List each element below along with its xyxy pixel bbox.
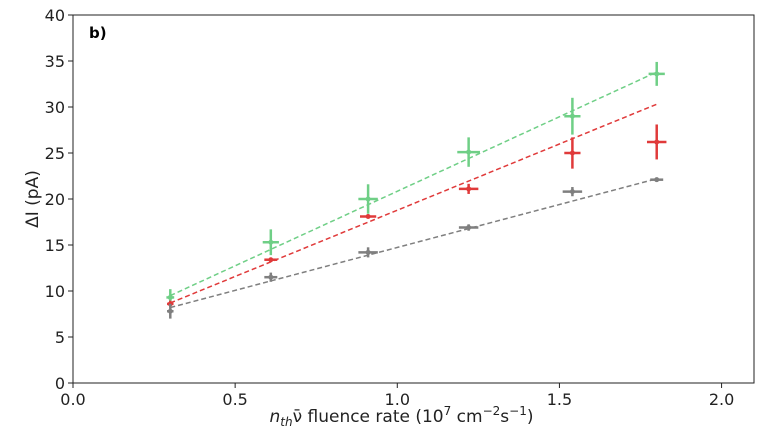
marker <box>268 257 274 263</box>
y-axis-label: ΔI (pA) <box>23 170 43 228</box>
data-point <box>648 61 665 86</box>
marker <box>365 249 371 255</box>
data-point <box>358 184 378 214</box>
x-tick-label: 2.0 <box>709 390 734 409</box>
data-point <box>564 97 581 135</box>
y-tick-label: 0 <box>55 374 65 393</box>
x-axis-label: nthν̄ fluence rate (107 cm−2s−1) <box>270 404 534 429</box>
data-point <box>646 124 667 160</box>
x-axis-label-s: s <box>500 407 509 427</box>
marker <box>569 150 575 156</box>
y-tick-label: 25 <box>45 144 65 163</box>
x-axis-ticks: 0.0 0.5 1.0 1.5 2.0 <box>60 383 734 409</box>
y-tick-label: 20 <box>45 190 65 209</box>
marker <box>654 177 660 183</box>
plot-frame <box>72 14 755 384</box>
x-axis-label-exp-cm: −2 <box>483 404 501 418</box>
data-point <box>564 137 581 169</box>
marker <box>268 274 274 280</box>
y-tick-label: 5 <box>55 328 65 347</box>
data-point <box>264 272 278 282</box>
data-point <box>458 224 479 231</box>
x-tick-label: 1.5 <box>547 390 572 409</box>
y-tick-label: 30 <box>45 98 65 117</box>
x-axis-label-rest: fluence rate (10 <box>302 407 444 427</box>
x-axis-label-exp7: 7 <box>444 404 452 418</box>
x-axis-label-exp-s: −1 <box>509 404 527 418</box>
x-axis-label-close: ) <box>527 407 534 427</box>
fit-lines <box>169 71 658 309</box>
marker <box>654 71 660 77</box>
data-point <box>262 229 279 256</box>
marker <box>569 113 575 119</box>
marker <box>569 189 575 195</box>
fit-line <box>170 178 657 309</box>
marker <box>268 239 274 245</box>
data-point <box>264 257 278 263</box>
y-tick-label: 10 <box>45 282 65 301</box>
y-tick-label: 35 <box>45 52 65 71</box>
marker <box>365 213 371 219</box>
fit-line <box>170 103 657 304</box>
x-tick-label: 1.0 <box>385 390 410 409</box>
data-point <box>359 213 377 219</box>
x-tick-label: 0.5 <box>222 390 247 409</box>
data-point <box>458 183 479 194</box>
panel-label: b) <box>89 24 107 42</box>
marker <box>167 308 173 314</box>
marker <box>167 294 173 300</box>
marker <box>365 196 371 202</box>
x-tick-label: 0.0 <box>60 390 85 409</box>
x-axis-label-cm: cm <box>451 407 482 427</box>
y-tick-label: 40 <box>45 6 65 25</box>
marker <box>466 225 472 231</box>
fit-line <box>169 71 658 297</box>
marker <box>654 139 660 145</box>
marker <box>466 186 472 192</box>
data-point <box>562 187 583 197</box>
x-axis-label-n: n <box>270 407 281 427</box>
data-point <box>650 177 664 183</box>
marker <box>466 149 472 155</box>
data-points <box>166 61 667 319</box>
data-point <box>457 137 480 167</box>
y-axis-ticks: 0 5 10 15 20 25 30 35 40 <box>45 6 73 393</box>
y-tick-label: 15 <box>45 236 65 255</box>
x-axis-label-n-sub: th <box>280 415 292 429</box>
data-point <box>358 247 378 258</box>
x-axis-label-nu: ν̄ <box>293 407 303 427</box>
data-point <box>167 303 174 319</box>
